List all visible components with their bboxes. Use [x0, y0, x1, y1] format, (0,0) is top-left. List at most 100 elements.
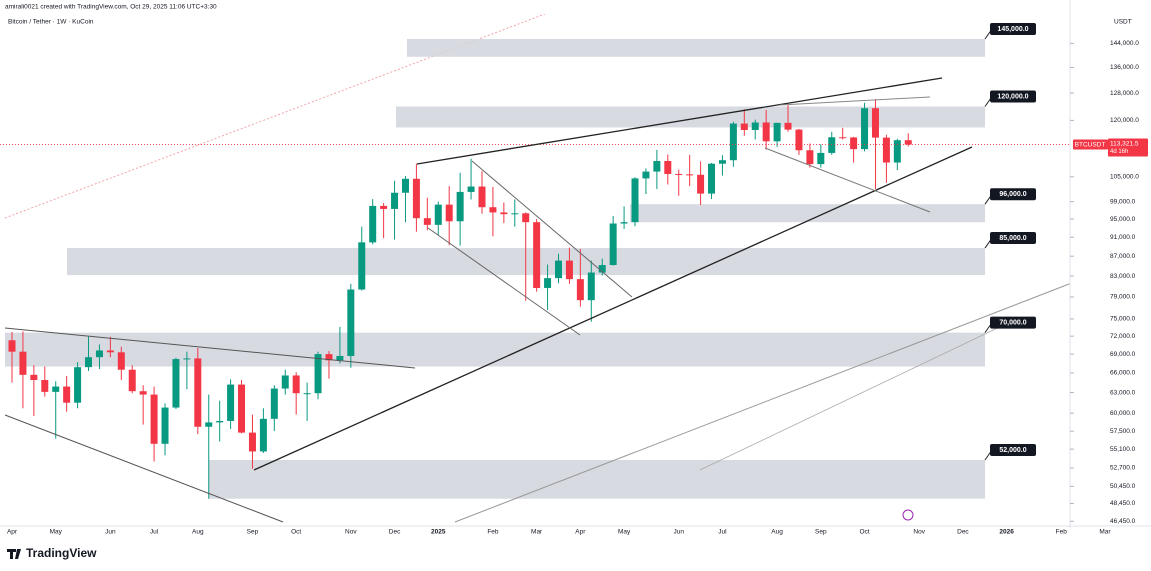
candle-body — [303, 393, 311, 395]
trend-line — [454, 271, 1101, 523]
zone — [209, 460, 985, 499]
trend-line — [4, 414, 284, 523]
trend-line — [4, 327, 416, 369]
y-tick-label: 52,700.0 — [1110, 465, 1136, 472]
candle-body — [41, 379, 49, 392]
y-tick-label: 57,500.0 — [1110, 428, 1136, 435]
candle-body — [839, 137, 847, 139]
x-tick-label: Feb — [1056, 529, 1068, 536]
candle-body — [52, 386, 60, 392]
x-tick-label: Apr — [575, 529, 586, 536]
candle-body — [347, 289, 355, 356]
x-tick-label: 2025 — [431, 529, 446, 536]
candle-body — [281, 375, 289, 389]
x-tick-label: Mar — [531, 529, 543, 536]
candle-body — [784, 122, 792, 130]
candle-body — [325, 354, 333, 361]
y-tick-label: 55,100.0 — [1110, 446, 1136, 453]
candle-body — [434, 204, 442, 225]
level-label: 70,000.0 — [999, 319, 1026, 326]
candle-body — [817, 152, 825, 165]
candle-body — [697, 174, 705, 194]
candle-body — [675, 173, 683, 175]
zone — [396, 106, 985, 128]
candle-body — [467, 186, 475, 192]
candle-body — [128, 369, 136, 392]
x-tick-label: May — [618, 529, 631, 536]
candle-body — [893, 140, 901, 163]
candle-body — [161, 407, 169, 444]
level-label: 52,000.0 — [999, 447, 1026, 454]
candle-body — [861, 108, 869, 150]
header: amirali0021 created with TradingView.com… — [5, 4, 217, 11]
candle-body — [489, 207, 497, 213]
y-tick-label: 48,450.0 — [1110, 500, 1136, 507]
x-tick-label: Jul — [718, 529, 727, 536]
x-tick-label: Feb — [487, 529, 499, 536]
x-tick-label: Oct — [859, 529, 869, 536]
y-tick-label: 83,000.0 — [1110, 273, 1136, 280]
candle-body — [227, 384, 235, 421]
level-label-box — [990, 316, 1036, 329]
x-tick-label: Dec — [957, 529, 969, 536]
brand: TradingView — [26, 546, 97, 560]
candle-body — [423, 218, 431, 225]
candle-body — [773, 122, 781, 142]
candle-body — [642, 171, 650, 179]
candle-body — [30, 374, 38, 380]
y-tick-label: 120,000.0 — [1110, 117, 1139, 124]
x-tick-label: Aug — [771, 529, 783, 536]
level-label: 96,000.0 — [999, 191, 1026, 198]
candle-body — [576, 279, 584, 301]
candle-body — [336, 355, 344, 361]
y-tick-label: 136,000.0 — [1110, 64, 1139, 71]
candle-body — [544, 278, 552, 288]
candle-body — [795, 129, 803, 151]
candle-body — [380, 205, 388, 209]
y-tick-label: 60,000.0 — [1110, 410, 1136, 417]
candle-body — [653, 160, 661, 172]
logo: TradingView — [7, 546, 97, 560]
event-marker[interactable] — [902, 509, 914, 521]
x-tick-label: Jun — [105, 529, 116, 536]
candle-body — [511, 213, 519, 215]
trend-line — [699, 321, 1011, 471]
candle-body — [292, 375, 300, 394]
x-tick-label: Nov — [913, 529, 925, 536]
candle-body — [708, 163, 716, 194]
y-tick-label: 50,450.0 — [1110, 483, 1136, 490]
trend-line — [253, 146, 973, 471]
candle-body — [478, 186, 486, 208]
level-label-box — [990, 444, 1036, 457]
candle-body — [500, 212, 508, 215]
chart-title: Bitcoin / Tether · 1W · KuCoin — [8, 19, 94, 26]
candle-body — [740, 123, 748, 130]
candle-body — [828, 137, 836, 153]
y-tick-label: 99,000.0 — [1110, 198, 1136, 205]
candle-body — [904, 140, 912, 145]
y-tick-label: 105,000.0 — [1110, 173, 1139, 180]
zone — [630, 204, 985, 223]
countdown: 4d 16h — [1110, 149, 1128, 155]
candle-body — [369, 205, 377, 243]
y-tick-label: 46,450.0 — [1110, 518, 1136, 525]
candle-body — [664, 160, 672, 174]
logo-icon — [7, 549, 21, 559]
y-tick-label: 66,000.0 — [1110, 370, 1136, 377]
x-tick-label: Nov — [345, 529, 357, 536]
symbol-tag — [1073, 139, 1108, 150]
candle-body — [522, 213, 530, 223]
candle-body — [882, 137, 890, 163]
x-tick-label: Sep — [247, 529, 259, 536]
candle-body — [729, 123, 737, 161]
x-tick-label: Mar — [1099, 529, 1111, 536]
candle-body — [555, 260, 562, 279]
level-label-box — [990, 90, 1036, 103]
candle-body — [172, 359, 180, 408]
candle-body — [74, 367, 82, 403]
x-tick-label: 2026 — [999, 529, 1014, 536]
candle-body — [751, 122, 759, 130]
level-label: 120,000.0 — [997, 93, 1028, 100]
channel-line — [471, 160, 633, 298]
candle-body — [631, 178, 639, 223]
